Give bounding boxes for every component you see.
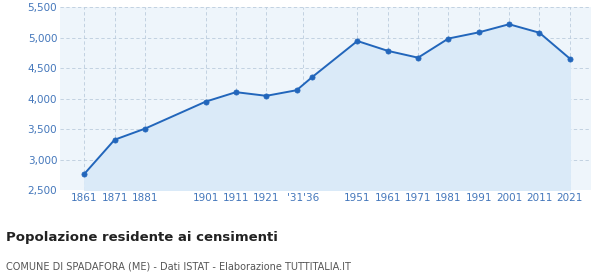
- Point: [262, 94, 271, 98]
- Point: [474, 30, 484, 35]
- Point: [79, 172, 89, 176]
- Point: [140, 126, 150, 131]
- Point: [535, 31, 544, 35]
- Point: [231, 90, 241, 94]
- Point: [383, 49, 392, 53]
- Point: [307, 75, 317, 80]
- Point: [201, 99, 211, 104]
- Text: COMUNE DI SPADAFORA (ME) - Dati ISTAT - Elaborazione TUTTITALIA.IT: COMUNE DI SPADAFORA (ME) - Dati ISTAT - …: [6, 262, 351, 272]
- Point: [443, 36, 453, 41]
- Point: [504, 22, 514, 27]
- Point: [413, 55, 423, 60]
- Point: [110, 137, 119, 142]
- Text: Popolazione residente ai censimenti: Popolazione residente ai censimenti: [6, 231, 278, 244]
- Point: [565, 56, 575, 61]
- Point: [292, 88, 301, 92]
- Point: [353, 39, 362, 43]
